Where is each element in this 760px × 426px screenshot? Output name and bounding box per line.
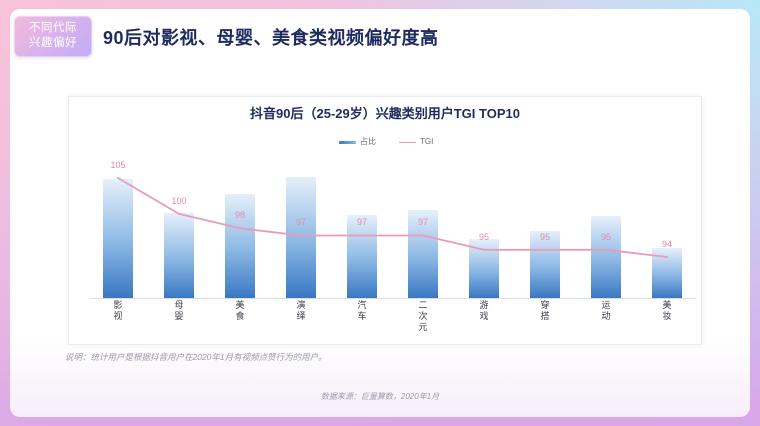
- legend-tgi-swatch: [399, 141, 416, 144]
- data-source: 数据来源：巨量算数，2020年1月: [320, 392, 440, 401]
- legend-share-swatch: [339, 141, 356, 144]
- section-tag: 不同代际 兴趣偏好: [14, 16, 92, 57]
- legend-tgi-label: TGI: [420, 137, 434, 146]
- section-tag-line-2: 兴趣偏好: [29, 37, 77, 49]
- section-tag-line-1: 不同代际: [29, 22, 77, 34]
- page-title: 90后对影视、母婴、美食类视频偏好度高: [103, 28, 439, 48]
- chart-panel: [68, 96, 702, 345]
- chart-title: 抖音90后（25-29岁）兴趣类别用户TGI TOP10: [250, 106, 520, 121]
- x-axis-line: [90, 298, 696, 299]
- legend-share-label: 占比: [360, 137, 376, 146]
- footnote: 说明：统计用户是根据抖音用户在2020年1月有视频点赞行为的用户。: [65, 352, 327, 362]
